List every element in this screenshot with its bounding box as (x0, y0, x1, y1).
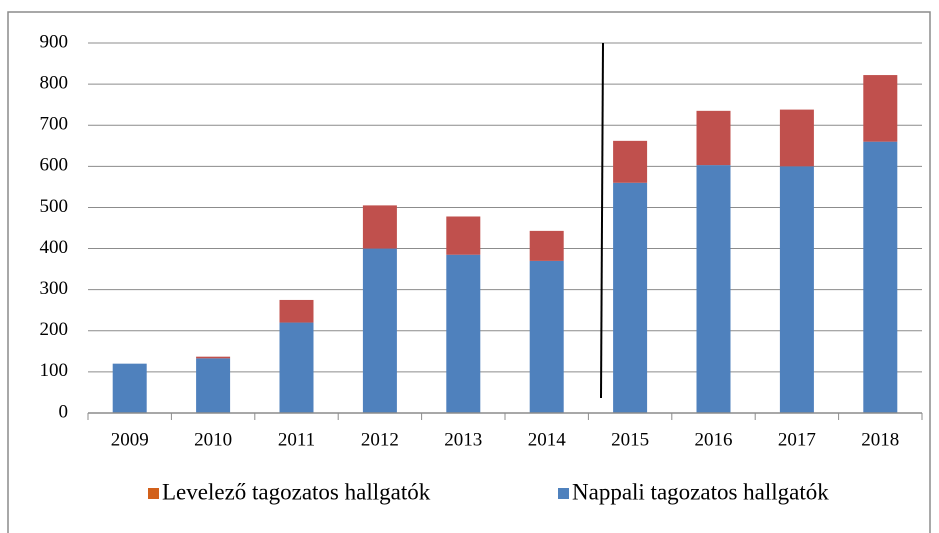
x-tick-label: 2015 (611, 429, 649, 450)
bar-segment (863, 141, 898, 413)
x-tick-label: 2016 (695, 429, 733, 450)
bar-segment (196, 356, 231, 359)
x-tick-label: 2014 (528, 429, 567, 450)
divider-line (600, 42, 604, 399)
bar-segment (446, 254, 481, 413)
y-tick-label: 400 (40, 237, 69, 258)
x-tick-label: 2012 (361, 429, 399, 450)
y-tick-label: 700 (40, 114, 69, 135)
bar-segment (362, 205, 397, 249)
y-tick-label: 100 (40, 360, 69, 381)
x-tick-label: 2017 (778, 429, 816, 450)
x-tick-label: 2018 (861, 429, 899, 450)
y-tick-label: 900 (40, 31, 69, 52)
y-tick-label: 600 (40, 155, 69, 176)
bar-segment (446, 216, 481, 255)
bar-segment (779, 166, 814, 413)
x-tick-label: 2009 (111, 429, 149, 450)
chart-frame (7, 11, 931, 533)
x-tick-label: 2013 (444, 429, 482, 450)
x-tick-label: 2011 (278, 429, 315, 450)
y-tick-label: 800 (40, 72, 69, 93)
legend-swatch (148, 488, 159, 499)
bar-segment (613, 182, 648, 413)
bar-segment (696, 165, 731, 413)
x-tick-label: 2010 (194, 429, 232, 450)
bar-segment (112, 363, 147, 413)
bar-segment (362, 248, 397, 413)
bar-segment (529, 230, 564, 261)
bar-segment (279, 322, 314, 413)
y-tick-label: 500 (40, 196, 69, 217)
bar-segment (279, 299, 314, 323)
legend-label: Levelező tagozatos hallgatók (162, 479, 431, 504)
bar-segment (613, 140, 648, 183)
y-tick-label: 300 (40, 278, 69, 299)
legend-label: Nappali tagozatos hallgatók (572, 479, 829, 504)
y-tick-label: 200 (40, 319, 69, 340)
legend-swatch (558, 488, 569, 499)
bar-segment (529, 260, 564, 413)
bar-segment (779, 109, 814, 167)
bar-segment (696, 110, 731, 166)
bar-segment (196, 358, 231, 413)
bar-segment (863, 75, 898, 142)
y-tick-label: 0 (59, 401, 69, 422)
